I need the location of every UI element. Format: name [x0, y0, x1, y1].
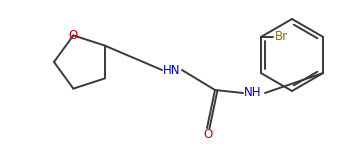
Text: Br: Br: [275, 30, 288, 44]
Text: NH: NH: [244, 87, 262, 99]
Text: O: O: [203, 129, 213, 141]
Text: HN: HN: [163, 63, 181, 76]
Text: O: O: [69, 29, 78, 42]
